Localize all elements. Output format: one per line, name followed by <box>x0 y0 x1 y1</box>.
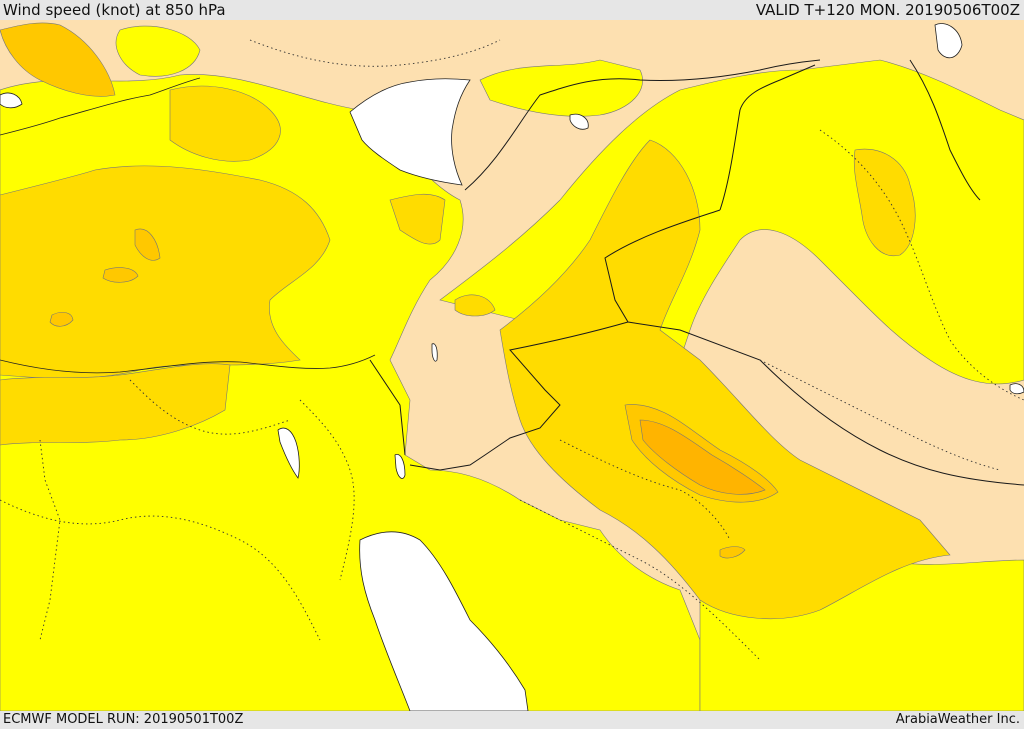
coastlines <box>0 77 376 374</box>
red-sea <box>359 531 529 711</box>
dead-sea <box>431 343 438 362</box>
lake-west <box>0 92 23 109</box>
mediterranean-sea <box>349 78 471 186</box>
sea-areas <box>0 23 1024 711</box>
lake-urmia <box>569 113 589 130</box>
regional-boundaries <box>0 39 1024 661</box>
gulf-of-aqaba <box>394 453 406 479</box>
model-run: ECMWF MODEL RUN: 20190501T00Z <box>3 712 244 727</box>
gulf-of-suez <box>277 427 300 479</box>
band-peak-regions <box>639 419 766 495</box>
header-bar: Wind speed (knot) at 850 hPa VALID T+120… <box>0 0 1024 20</box>
map-title: Wind speed (knot) at 850 hPa <box>3 1 226 19</box>
wind-speed-map <box>0 20 1024 711</box>
lake-northeast <box>934 23 963 59</box>
country-borders <box>369 59 1024 486</box>
credit-text: ArabiaWeather Inc. <box>895 712 1020 727</box>
valid-time: VALID T+120 MON. 20190506T00Z <box>755 1 1020 19</box>
footer-bar: ECMWF MODEL RUN: 20190501T00Z ArabiaWeat… <box>0 711 1024 729</box>
band-high-regions <box>0 85 951 619</box>
